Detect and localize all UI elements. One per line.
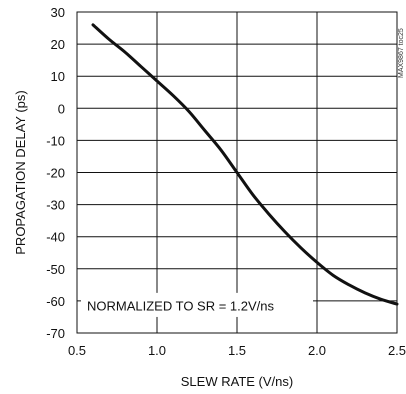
y-tick-label: 20 bbox=[51, 37, 65, 52]
y-axis-title: PROPAGATION DELAY (ps) bbox=[13, 90, 28, 254]
y-tick-label: -20 bbox=[46, 166, 65, 181]
x-tick-label: 0.5 bbox=[68, 343, 86, 358]
x-tick-label: 2.5 bbox=[388, 343, 406, 358]
y-tick-label: -30 bbox=[46, 198, 65, 213]
y-tick-label: -70 bbox=[46, 326, 65, 341]
y-tick-label: 0 bbox=[58, 101, 65, 116]
plot-frame bbox=[76, 11, 398, 334]
series-line bbox=[91, 23, 399, 306]
y-tick-label: 30 bbox=[51, 5, 65, 20]
y-tick-label: -60 bbox=[46, 294, 65, 309]
annotation-text: NORMALIZED TO SR = 1.2V/ns bbox=[87, 299, 274, 314]
watermark-text: MAX9867 toc25 bbox=[398, 28, 405, 78]
x-tick-label: 2.0 bbox=[308, 343, 326, 358]
x-tick-label: 1.5 bbox=[228, 343, 246, 358]
y-tick-label: 10 bbox=[51, 69, 65, 84]
x-tick-labels: 0.5 1.0 1.5 2.0 2.5 bbox=[68, 343, 406, 358]
x-axis-title: SLEW RATE (V/ns) bbox=[181, 374, 293, 389]
y-tick-label: -40 bbox=[46, 230, 65, 245]
y-tick-labels: 30 20 10 0 -10 -20 -30 -40 -50 -60 -70 bbox=[46, 5, 65, 341]
x-tick-label: 1.0 bbox=[148, 343, 166, 358]
y-tick-label: -50 bbox=[46, 262, 65, 277]
annotation-background bbox=[81, 292, 313, 317]
y-tick-label: -10 bbox=[46, 133, 65, 148]
